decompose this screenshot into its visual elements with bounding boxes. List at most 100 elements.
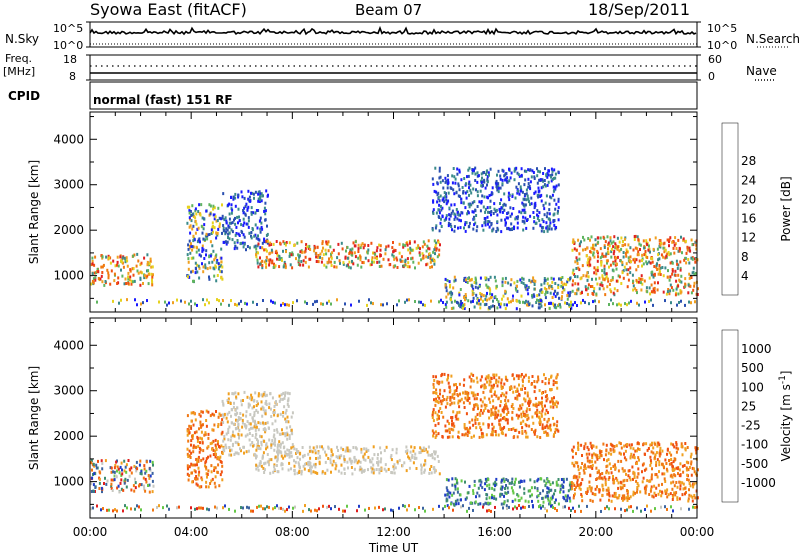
echo-cell [503,382,506,386]
echo-cell [525,188,528,192]
echo-cell [623,469,626,473]
echo-cell [563,282,566,286]
echo-cell [266,421,269,425]
echo-cell [581,462,584,465]
echo-cell [511,417,514,421]
echo-cell [514,480,516,484]
echo-cell [471,201,474,205]
echo-cell [241,241,244,245]
echo-cell [242,506,244,510]
echo-cell [551,504,554,508]
echo-cell [549,502,552,506]
echo-cell [523,479,526,483]
echo-cell [222,421,225,424]
echo-cell [528,424,531,428]
echo-cell [548,202,551,206]
echo-cell [474,415,477,419]
echo-cell [429,260,432,264]
echo-cell [176,506,178,510]
echo-cell [505,221,507,225]
echo-cell [315,251,318,255]
echo-cell [565,283,568,287]
echo-cell [357,247,360,251]
echo-cell [243,206,246,210]
echo-cell [504,218,507,222]
echo-cell [676,496,679,500]
echo-cell [98,481,101,485]
echo-cell [518,192,521,196]
echo-cell [400,255,403,259]
echo-cell [588,256,591,260]
echo-cell [217,456,220,460]
echo-cell [467,428,470,432]
echo-cell [434,451,437,455]
echo-cell [224,216,227,220]
echo-cell [421,449,424,453]
echo-cell [608,244,611,248]
echo-cell [581,264,584,268]
echo-cell [225,432,228,436]
echo-cell [330,252,332,256]
echo-cell [407,248,410,252]
echo-cell [233,453,236,456]
echo-cell [487,425,490,429]
echo-cell [540,193,543,197]
echo-cell [188,205,191,209]
y-tick-label: 2000 [53,223,84,237]
echo-cell [467,168,470,172]
echo-cell [621,260,624,264]
echo-cell [469,385,472,389]
echo-cell [420,463,422,467]
echo-cell [495,230,498,233]
echo-cell [595,466,598,470]
echo-cell [276,457,279,461]
echo-cell [526,407,529,411]
echo-cell [548,306,551,310]
echo-cell [300,469,303,473]
echo-cell [208,508,210,512]
echo-cell [655,263,658,267]
echo-cell [610,467,612,471]
echo-cell [550,301,552,305]
echo-cell [455,389,458,392]
echo-cell [691,271,694,275]
echo-cell [495,185,498,189]
echo-cell [552,189,555,193]
echo-cell [233,218,235,222]
echo-cell [432,182,435,186]
echo-cell [637,238,640,242]
echo-cell [188,465,191,469]
echo-cell [520,387,522,391]
echo-cell [521,276,524,280]
echo-cell [604,293,607,297]
echo-cell [217,425,220,429]
echo-cell [688,261,691,265]
echo-cell [545,194,548,198]
echo-cell [446,279,449,282]
echo-cell [635,479,638,483]
echo-cell [264,412,267,416]
echo-cell [514,429,517,432]
echo-cell [290,431,293,434]
echo-cell [649,455,652,459]
echo-cell [613,235,616,239]
echo-cell [591,444,594,448]
echo-cell [254,391,257,395]
echo-cell [522,277,525,281]
echo-cell [475,214,478,217]
cpid-text: normal (fast) 151 RF [93,93,233,107]
echo-cell [533,191,536,195]
echo-cell [493,392,496,396]
echo-cell [634,449,637,453]
echo-cell [128,474,131,478]
echo-cell [539,504,542,508]
echo-cell [513,169,516,173]
echo-cell [467,174,470,178]
echo-cell [491,192,494,196]
echo-cell [612,262,615,266]
echo-cell [441,179,444,183]
echo-cell [472,394,475,398]
echo-cell [110,466,113,470]
echo-cell [641,257,644,261]
echo-cell [476,180,479,184]
